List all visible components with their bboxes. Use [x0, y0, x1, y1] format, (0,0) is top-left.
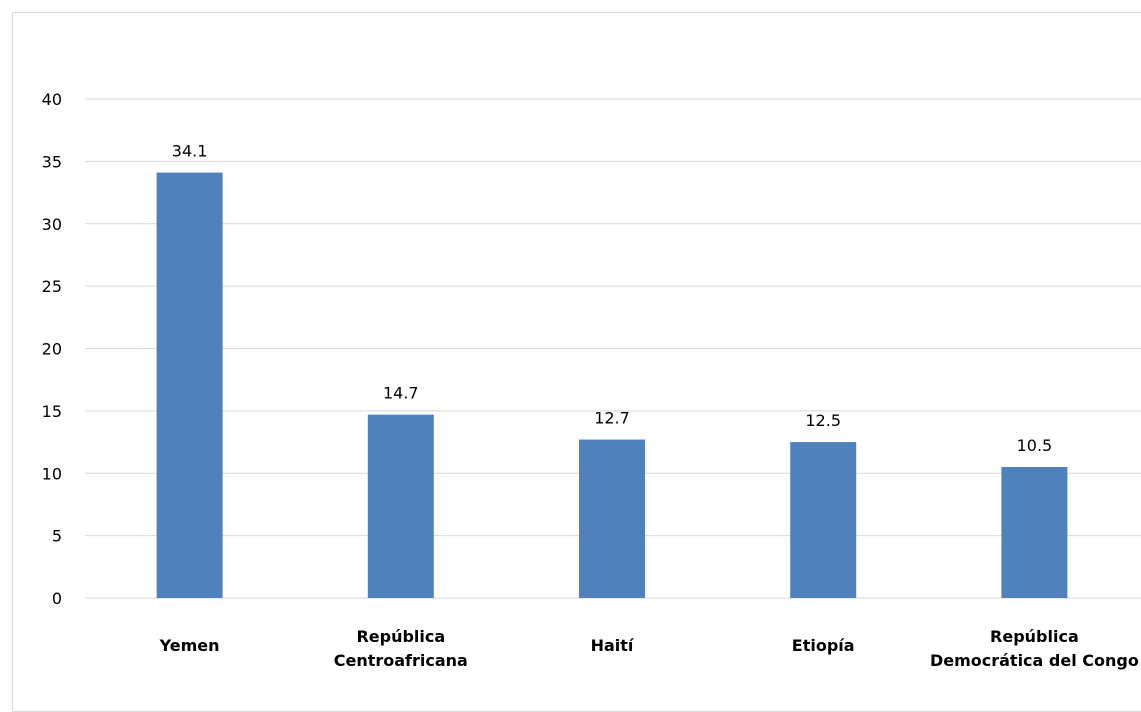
bar [579, 439, 645, 598]
category-label: Etiopía [792, 636, 855, 655]
bar [790, 442, 857, 598]
category-label: Haití [591, 636, 635, 655]
bars [156, 172, 1068, 599]
y-tick-label: 5 [52, 527, 62, 546]
data-label: 14.7 [383, 384, 419, 403]
x-axis-categories: Yemen República Centroafricana Haití Etiopía… [159, 627, 1139, 670]
y-tick-label: 20 [42, 340, 62, 359]
data-label: 12.7 [594, 409, 630, 428]
category-label: República Centroafricana [334, 627, 468, 670]
category-label: Yemen [159, 636, 220, 655]
category-label: República Democrática del Congo [930, 627, 1139, 670]
y-tick-label: 25 [42, 277, 62, 296]
data-label: 34.1 [172, 142, 208, 161]
y-axis-ticks: 0 5 10 15 20 25 30 35 40 [42, 90, 62, 608]
y-tick-label: 40 [42, 90, 62, 109]
data-label: 12.5 [805, 411, 841, 430]
y-tick-label: 35 [42, 152, 62, 171]
y-tick-label: 15 [42, 402, 62, 421]
bar [156, 172, 223, 599]
data-labels: 34.1 14.7 12.7 12.5 10.5 [172, 142, 1052, 455]
bar [1001, 467, 1068, 598]
y-tick-label: 0 [52, 589, 62, 608]
y-tick-label: 10 [42, 464, 62, 483]
y-tick-label: 30 [42, 215, 62, 234]
bar [367, 414, 434, 598]
data-label: 10.5 [1017, 436, 1053, 455]
